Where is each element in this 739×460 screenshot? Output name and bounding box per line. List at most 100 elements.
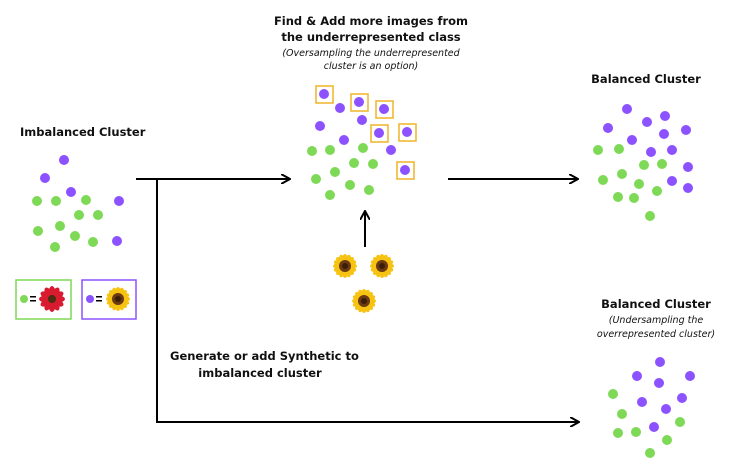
green-dot [368,159,378,169]
sunflower-icon [370,254,394,278]
purple-dot [400,165,410,175]
green-dot [74,210,84,220]
green-dot [345,180,355,190]
green-dot [20,295,28,303]
balanced-cluster-top [593,104,693,221]
purple-dot [654,378,664,388]
find-title-line2: the underrepresented class [281,30,461,44]
purple-dot [642,117,652,127]
green-dot [634,179,644,189]
green-dot [675,417,685,427]
equals-icon [30,300,36,302]
purple-dot [335,103,345,113]
green-dot [639,160,649,170]
green-dot [608,389,618,399]
green-dot [51,196,61,206]
green-dot [307,146,317,156]
highlight-box [375,100,394,119]
purple-dot [661,404,671,414]
green-dot [617,169,627,179]
purple-dot [315,121,325,131]
green-dot [662,435,672,445]
green-dot [93,210,103,220]
green-dot [70,231,80,241]
arrow-to-undersample [156,179,578,422]
green-dot [364,185,374,195]
sunflower-icon [333,254,357,278]
green-dot [81,195,91,205]
highlight-box [396,161,415,180]
highlight-box [315,85,334,104]
green-dot [325,145,335,155]
purple-dot [683,183,693,193]
balanced-cluster-bottom [608,357,695,458]
purple-dot [40,173,50,183]
purple-dot [646,147,656,157]
purple-dot [386,145,396,155]
green-dot [598,175,608,185]
purple-dot [114,196,124,206]
purple-dot [637,397,647,407]
green-dot [613,192,623,202]
balanced-cluster-title-top: Balanced Cluster [591,72,701,86]
find-subtitle-line2: cluster is an option) [323,61,419,72]
green-dot [593,145,603,155]
green-dot [617,409,627,419]
green-dot [325,190,335,200]
purple-dot [622,104,632,114]
purple-dot [357,115,367,125]
green-dot [614,144,624,154]
green-dot [33,226,43,236]
oversampled-cluster [307,85,417,200]
purple-dot [86,295,94,303]
purple-dot [659,129,669,139]
purple-dot [667,176,677,186]
undersampling-subtitle-line2: overrepresented cluster) [596,329,716,340]
find-title-line1: Find & Add more images from [273,14,469,28]
equals-icon [96,296,102,298]
purple-dot [339,135,349,145]
sunflower-icon [106,287,130,311]
green-dot [629,193,639,203]
highlight-box [350,93,369,112]
green-dot [645,211,655,221]
purple-dot [649,422,659,432]
purple-dot [59,155,69,165]
green-dot [32,196,42,206]
purple-dot [667,145,677,155]
synthetic-label-line1: Generate or add Synthetic to [170,349,359,363]
arrows [136,179,578,422]
equals-icon [30,296,36,298]
purple-dot [603,123,613,133]
green-dot [330,167,340,177]
purple-dot [402,127,412,137]
undersampling-subtitle-line1: (Undersampling the [608,315,704,326]
legend [15,279,137,320]
highlight-box [370,124,389,143]
purple-dot [683,162,693,172]
purple-dot [379,104,389,114]
purple-dot [354,97,364,107]
green-dot [50,242,60,252]
green-dot [657,159,667,169]
green-dot [55,221,65,231]
purple-dot [627,135,637,145]
highlight-box [398,123,417,142]
green-dot [88,237,98,247]
green-dot [645,448,655,458]
green-dot [631,427,641,437]
green-dot [311,174,321,184]
purple-dot [685,371,695,381]
green-dot [358,143,368,153]
find-subtitle-line1: (Oversampling the underrepresented [282,48,460,59]
purple-dot [112,236,122,246]
balanced-cluster-title-bottom: Balanced Cluster [601,297,711,311]
purple-dot [660,111,670,121]
green-dot [349,158,359,168]
imbalanced-cluster [32,155,124,252]
purple-dot [681,125,691,135]
synthetic-label-line2: imbalanced cluster [198,366,322,380]
sunflower-group [333,254,394,313]
purple-dot [655,357,665,367]
